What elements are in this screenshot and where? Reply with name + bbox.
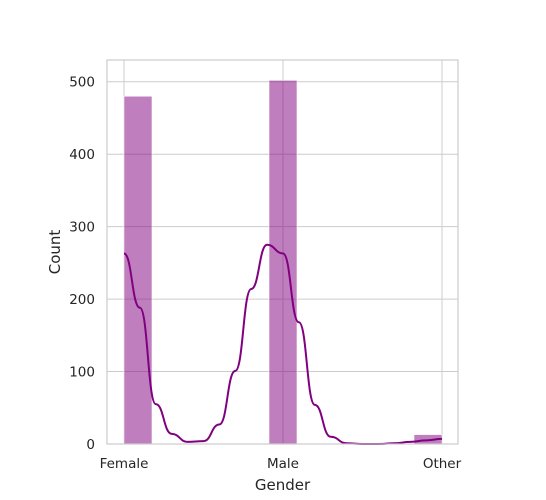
x-tick-label: Male [267, 456, 299, 472]
axes-frame [106, 59, 459, 445]
y-tick-label: 0 [86, 437, 95, 453]
bar-female [123, 95, 153, 445]
x-axis-label: Gender [255, 476, 311, 494]
x-tick-labels: Female Male Other [100, 456, 462, 472]
y-tick-label: 500 [69, 75, 95, 91]
plot-frame [106, 59, 459, 445]
bar-male [268, 79, 298, 445]
bars [123, 79, 443, 445]
y-axis-label: Count [46, 230, 64, 275]
y-tick-label: 200 [69, 292, 95, 308]
y-tick-label: 400 [69, 147, 95, 163]
y-tick-label: 300 [69, 220, 95, 236]
y-tick-labels: 0 100 200 300 400 500 [69, 75, 95, 453]
y-tick-label: 100 [69, 365, 95, 381]
x-tick-label: Female [100, 456, 149, 472]
x-tick-label: Other [423, 456, 462, 472]
